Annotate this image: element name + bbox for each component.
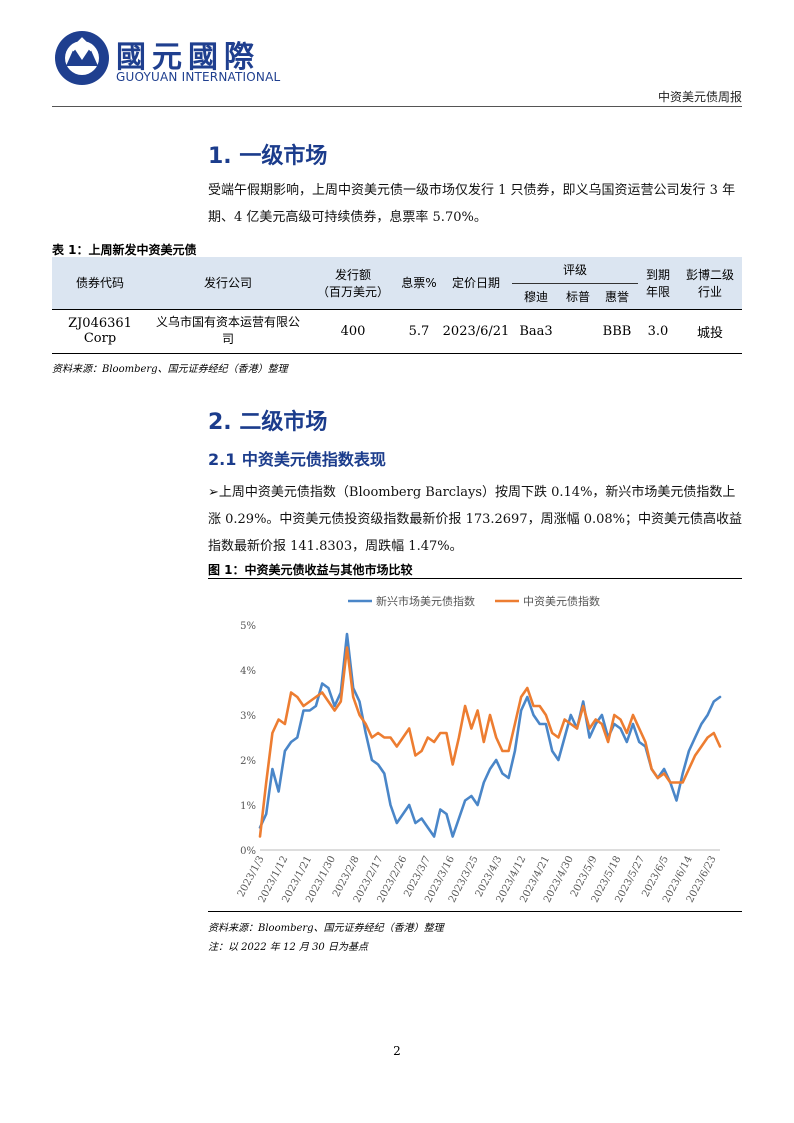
bullet-arrow-icon: ➢ [208, 485, 219, 500]
figure-1-caption: 图 1：中资美元债收益与其他市场比较 [208, 563, 413, 577]
col-header-industry-line2: 行业 [697, 284, 722, 299]
cell-price-date: 2023/6/21 [440, 308, 512, 354]
figure-1-note: 注：以 2022 年 12 月 30 日为基点 [208, 942, 368, 953]
cell-code: ZJ046361 Corp [52, 308, 148, 354]
series-line-0 [258, 632, 722, 838]
col-header-tenor-line1: 到期 [645, 267, 670, 282]
cell-issuer: 义乌市国有资本运营有限公司 [148, 308, 308, 354]
cell-moodys: Baa3 [512, 308, 560, 354]
cell-industry: 城投 [678, 308, 742, 354]
figure-top-rule [208, 578, 742, 579]
col-header-industry-line1: 彭博二级 [685, 267, 734, 282]
cell-fitch: BBB [595, 308, 638, 354]
table-row: ZJ046361 Corp 义乌市国有资本运营有限公司 400 5.7 2023… [52, 308, 742, 354]
series-line-1 [258, 646, 722, 838]
y-tick-label: 5% [240, 621, 256, 632]
col-header-issuer: 发行公司 [148, 257, 308, 309]
cell-sp [559, 308, 596, 354]
col-header-rating: 评级 [512, 257, 638, 284]
new-issue-table: 债券代码 发行公司 发行额 （百万美元） 息票% 定价日期 评级 到期 年限 彭… [52, 257, 742, 354]
col-header-code: 债券代码 [52, 257, 148, 309]
figure-1-source: 资料来源：Bloomberg、国元证券经纪（香港）整理 [208, 923, 444, 934]
page-number: 2 [393, 1044, 401, 1058]
cell-tenor: 3.0 [638, 308, 678, 354]
table-1-source: 资料来源：Bloomberg、国元证券经纪（香港）整理 [52, 364, 288, 375]
y-tick-label: 4% [240, 666, 256, 677]
col-header-sp: 标普 [559, 283, 596, 309]
company-logo: 國元國際 GUOYUAN INTERNATIONAL [52, 28, 292, 90]
col-header-tenor: 到期 年限 [638, 257, 678, 309]
logo-chinese-name: 國元國際 [116, 40, 260, 75]
logo-english-name: GUOYUAN INTERNATIONAL [116, 70, 281, 84]
section-1-title: 1. 一级市场 [208, 144, 328, 169]
section-2-1-text: ➢上周中资美元债指数（Bloomberg Barclays）按周下跌 0.14%… [208, 479, 748, 560]
section-2-1-body: 上周中资美元债指数（Bloomberg Barclays）按周下跌 0.14%，… [208, 485, 743, 554]
col-header-fitch: 惠誉 [595, 283, 638, 309]
cell-amount: 400 [308, 308, 398, 354]
col-header-amount-line1: 发行额 [334, 267, 371, 282]
logo-emblem-icon [55, 31, 109, 85]
y-tick-label: 2% [240, 756, 256, 767]
legend-label-1: 中资美元债指数 [523, 594, 600, 608]
section-1-text: 受端午假期影响，上周中资美元债一级市场仅发行 1 只债券，即义乌国资运营公司发行… [208, 183, 736, 225]
y-tick-label: 3% [240, 711, 256, 722]
col-header-industry: 彭博二级 行业 [678, 257, 742, 309]
cell-coupon: 5.7 [398, 308, 440, 354]
line-chart: 新兴市场美元债指数 中资美元债指数0%1%2%3%4%5%2023/1/32023… [236, 594, 722, 905]
col-header-moodys: 穆迪 [512, 283, 560, 309]
header-divider [52, 106, 742, 107]
report-title: 中资美元债周报 [657, 90, 742, 104]
col-header-amount: 发行额 （百万美元） [308, 257, 398, 309]
table-1-caption: 表 1：上周新发中资美元债 [52, 243, 197, 257]
section-2-1-title: 2.1 中资美元债指数表现 [208, 450, 386, 469]
figure-1-chart: 新兴市场美元债指数 中资美元债指数 0% 1% 2% 3% 4% 5% 2023/1/3 2023… [208, 579, 742, 912]
y-tick-label: 1% [240, 801, 256, 812]
legend-label-0: 新兴市场美元债指数 [376, 594, 475, 608]
col-header-tenor-line2: 年限 [645, 284, 670, 299]
col-header-coupon: 息票% [398, 257, 440, 309]
col-header-price-date: 定价日期 [440, 257, 512, 309]
y-tick-label: 0% [240, 846, 256, 857]
col-header-amount-line2: （百万美元） [316, 284, 389, 299]
section-2-title: 2. 二级市场 [208, 410, 328, 435]
